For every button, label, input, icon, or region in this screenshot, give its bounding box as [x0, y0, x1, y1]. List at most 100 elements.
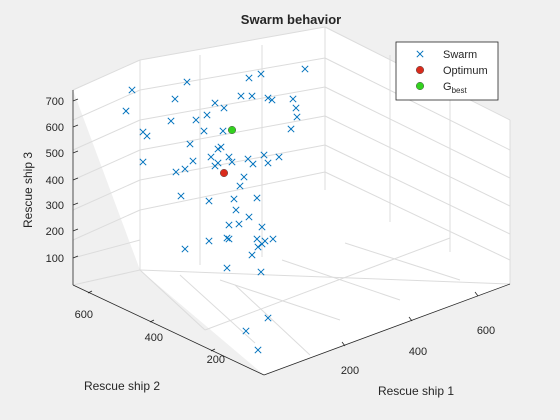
swarm-point	[236, 182, 244, 190]
z-tick-label: 100	[46, 253, 64, 265]
legend-label: Optimum	[443, 65, 488, 77]
grid-line	[204, 237, 451, 331]
y-tick-label: 600	[75, 309, 93, 321]
axes-box	[72, 26, 511, 376]
swarm-point	[258, 223, 266, 231]
legend-box	[395, 41, 499, 101]
swarm-point	[128, 86, 136, 94]
swarm-point	[219, 127, 227, 135]
swarm-point	[237, 92, 245, 100]
swarm-point	[192, 116, 200, 124]
legend-marker-circle	[415, 81, 425, 91]
swarm-point	[248, 92, 256, 100]
swarm-point	[269, 235, 277, 243]
swarm-point	[214, 145, 222, 153]
swarm-point	[244, 155, 252, 163]
y-tick-mark	[149, 319, 155, 323]
swarm-point	[268, 96, 276, 104]
grid-line	[139, 26, 326, 61]
swarm-point	[235, 220, 243, 228]
legend-marker-x	[416, 50, 424, 58]
z-tick-mark	[72, 228, 79, 232]
y-axis-label: Rescue ship 2	[84, 379, 160, 393]
legend-label: Swarm	[443, 49, 477, 61]
grid-line	[179, 274, 256, 344]
z-tick-mark	[72, 98, 79, 102]
swarm-point	[223, 234, 231, 242]
grid-line	[281, 259, 401, 301]
swarm-point	[211, 162, 219, 170]
z-tick-mark	[72, 202, 79, 206]
swarm-point	[186, 140, 194, 148]
axes-edges	[72, 90, 511, 376]
y-tick-label: 200	[207, 354, 225, 366]
y-tick-label: 400	[145, 332, 163, 344]
swarm-point	[211, 99, 219, 107]
grid-line	[72, 179, 141, 211]
z-tick-mark	[72, 124, 79, 128]
swarm-point	[264, 314, 272, 322]
swarm-point	[223, 264, 231, 272]
z-tick-label: 400	[46, 175, 64, 187]
gbest-point	[227, 125, 237, 135]
grid-line	[139, 57, 326, 91]
swarm-point	[122, 107, 130, 115]
swarm-point	[217, 143, 225, 151]
swarm-point	[189, 157, 197, 165]
swarm-point	[245, 74, 253, 82]
grid-line	[72, 59, 141, 91]
grid-line	[324, 171, 511, 261]
swarm-point	[257, 70, 265, 78]
z-tick-label: 300	[46, 200, 64, 212]
swarm-point	[172, 168, 180, 176]
x-tick-label: 400	[409, 346, 427, 358]
swarm-point	[220, 104, 228, 112]
swarm-point	[287, 125, 295, 133]
grid-line	[72, 239, 141, 259]
swarm-point	[248, 251, 256, 259]
y-tick-labels: 200 400 600	[75, 309, 225, 366]
x-axis-label: Rescue ship 1	[378, 384, 454, 398]
tick-marks	[72, 98, 479, 352]
legend-item: Swarm	[416, 49, 477, 61]
swarm-point	[254, 346, 262, 354]
grid-line	[139, 269, 206, 331]
x-tick-label: 600	[477, 325, 495, 337]
y-tick-mark	[87, 290, 93, 294]
z-tick-mark	[72, 150, 79, 154]
swarm-point	[139, 158, 147, 166]
swarm-point	[167, 117, 175, 125]
grid-line	[324, 57, 511, 151]
swarm-point	[205, 237, 213, 245]
swarm-point	[260, 151, 268, 159]
grid-line	[72, 119, 141, 151]
grid-line	[344, 242, 461, 281]
swarm-point	[264, 94, 272, 102]
swarm-point	[261, 237, 269, 245]
x-tick-labels: 200 400 600	[341, 325, 495, 377]
chart-title: Swarm behavior	[241, 12, 341, 27]
y-axis-line	[72, 284, 265, 376]
grid-line	[324, 86, 511, 179]
legend-marker-circle	[415, 65, 425, 75]
grid-line	[72, 89, 141, 121]
swarm-point	[183, 78, 191, 86]
x-tick-mark	[341, 341, 346, 347]
swarm-point	[292, 104, 300, 112]
swarm-point	[289, 95, 297, 103]
grid-line	[139, 86, 326, 121]
swarm-point	[177, 192, 185, 200]
z-tick-labels: 100 200 300 400 500 600 700	[46, 96, 64, 265]
swarm-point	[181, 165, 189, 173]
y-tick-mark	[210, 348, 216, 352]
swarm-point	[275, 153, 283, 161]
swarm-point	[207, 153, 215, 161]
swarm-point	[203, 111, 211, 119]
swarm-point	[301, 65, 309, 73]
z-tick-mark	[72, 255, 79, 259]
swarm-point	[225, 235, 233, 243]
swarm-point	[264, 159, 272, 167]
grid-line	[324, 115, 511, 207]
